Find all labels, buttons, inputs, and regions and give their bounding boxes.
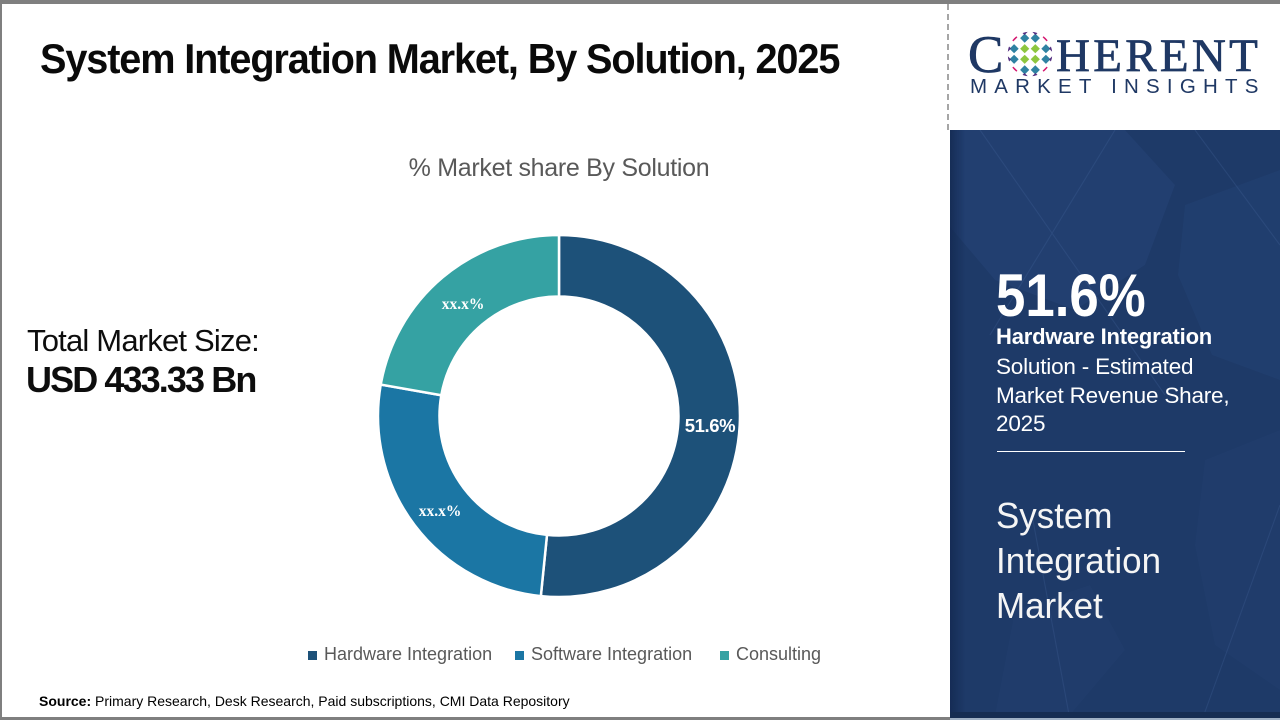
svg-text:51.6%: 51.6%: [685, 415, 735, 436]
svg-text:C: C: [968, 26, 1003, 84]
svg-text:xx.x%: xx.x%: [442, 296, 485, 313]
svg-text:HERENT: HERENT: [1056, 30, 1261, 82]
svg-text:xx.x%: xx.x%: [419, 503, 462, 520]
svg-text:MARKET INSIGHTS: MARKET INSIGHTS: [970, 75, 1266, 98]
